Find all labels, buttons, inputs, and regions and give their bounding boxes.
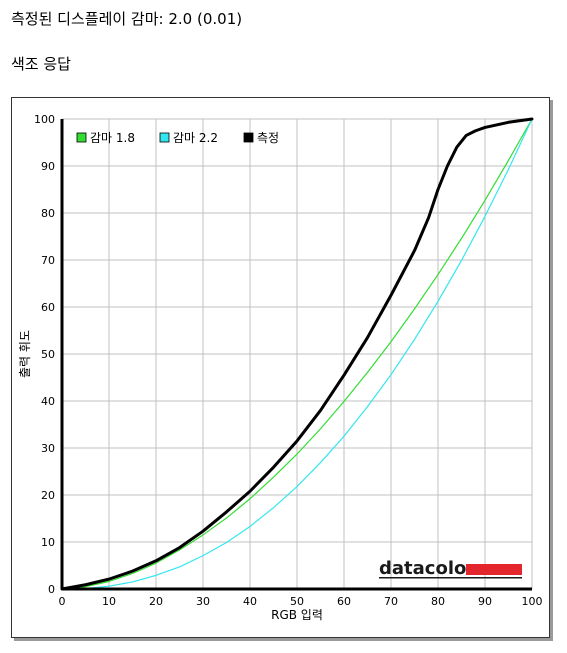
y-tick-label-0: 0 (48, 583, 55, 596)
y-tick-label-60: 60 (41, 301, 55, 314)
y-tick-label-100: 100 (34, 113, 55, 126)
datacolor-logo-underline (379, 577, 522, 579)
x-tick-label-0: 0 (59, 595, 66, 608)
datacolor-logo-bar (466, 564, 522, 575)
section-title: 색조 응답 (11, 55, 71, 73)
y-tick-label-50: 50 (41, 348, 55, 361)
axes (60, 119, 532, 591)
legend-item-gamma22: 감마 2.2 (159, 131, 218, 145)
grid-lines (61, 118, 533, 590)
legend-swatch-measured (243, 132, 254, 143)
y-tick-label-20: 20 (41, 489, 55, 502)
y-tick-label-90: 90 (41, 160, 55, 173)
legend-swatch-gamma18 (76, 132, 87, 143)
x-tick-label-50: 50 (290, 595, 304, 608)
legend-label-gamma22: 감마 2.2 (173, 131, 218, 145)
chart-frame: 0 10 20 30 40 50 60 70 80 90 100 0 10 20 30 40 50 60 70 80 9… (11, 97, 550, 638)
y-axis-title: 출력 휘도 (18, 330, 32, 378)
x-tick-label-100: 100 (522, 595, 543, 608)
legend-label-measured: 측정 (257, 131, 279, 145)
series-line-1 (61, 118, 533, 590)
y-tick-label-70: 70 (41, 254, 55, 267)
datacolor-logo: datacolor (379, 558, 522, 579)
measured-gamma-text: 측정된 디스플레이 감마: 2.0 (0.01) (11, 10, 243, 28)
x-tick-label-80: 80 (431, 595, 445, 608)
tick-labels: 0 10 20 30 40 50 60 70 80 90 100 0 10 20 30 40 50 60 70 80 9… (34, 113, 543, 608)
y-tick-label-80: 80 (41, 207, 55, 220)
x-tick-label-70: 70 (384, 595, 398, 608)
x-tick-label-10: 10 (102, 595, 116, 608)
tone-response-chart: 0 10 20 30 40 50 60 70 80 90 100 0 10 20 30 40 50 60 70 80 9… (18, 113, 543, 622)
series-lines (60, 117, 534, 591)
x-tick-label-30: 30 (196, 595, 210, 608)
y-tick-label-10: 10 (41, 536, 55, 549)
series-line-0 (61, 118, 533, 590)
legend-item-measured: 측정 (243, 131, 279, 145)
legend-item-gamma18: 감마 1.8 (76, 131, 135, 145)
legend-swatch-gamma22 (159, 132, 170, 143)
y-tick-label-30: 30 (41, 442, 55, 455)
legend-label-gamma18: 감마 1.8 (90, 131, 135, 145)
x-tick-label-40: 40 (243, 595, 257, 608)
datacolor-logo-text: datacolor (379, 558, 475, 579)
x-tick-label-90: 90 (478, 595, 492, 608)
x-tick-label-20: 20 (149, 595, 163, 608)
x-axis-title: RGB 입력 (271, 608, 323, 622)
legend: 감마 1.8 감마 2.2 측정 (76, 131, 279, 145)
x-tick-label-60: 60 (337, 595, 351, 608)
series-line-2 (60, 117, 534, 591)
y-tick-label-40: 40 (41, 395, 55, 408)
